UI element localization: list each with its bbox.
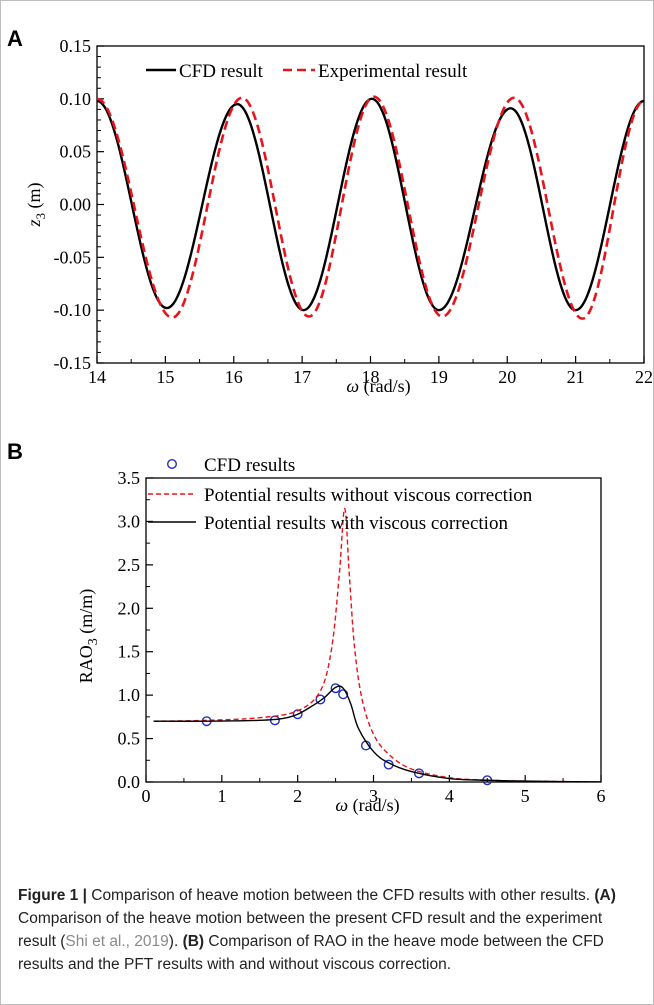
chart-a-xtick-label: 15 — [156, 367, 174, 387]
chart-b-ytick-label: 3.5 — [118, 468, 141, 488]
chart-a-xtick-label: 22 — [635, 367, 653, 387]
chart-a-xtick-label: 21 — [567, 367, 585, 387]
chart-a-xtick-label: 20 — [498, 367, 516, 387]
panel-label-a: A — [7, 26, 23, 51]
chart-b-cfd-point — [292, 709, 303, 720]
caption-text-4: Comparison of RAO in the heave mode betw… — [18, 933, 604, 973]
chart-a-ytick-label: 0.00 — [60, 195, 92, 215]
chart-b-ylabel: RAO3 (m/m) — [76, 589, 101, 684]
chart-a-legend-label-cfd: CFD result — [179, 61, 264, 82]
caption-figure-label: Figure 1 | — [18, 887, 87, 904]
chart-b-legend-label-without-viscous: Potential results without viscous correc… — [204, 485, 533, 506]
chart-b-xtick-label: 4 — [445, 786, 454, 806]
charts-canvas: 14 15 16 17 18 19 20 21 22-0.15-0.10-0.050.000.0… — [24, 36, 653, 816]
chart-a-series-cfd-line — [97, 97, 644, 312]
chart-a-series-experimental-line — [97, 95, 644, 320]
chart-a-ytick-label: -0.15 — [54, 353, 92, 373]
chart-b-xlabel: ω (rad/s) — [335, 795, 399, 816]
caption-text-3: ). — [168, 933, 183, 950]
panel-label-b: B — [7, 439, 23, 464]
chart-b-cfd-point — [414, 768, 425, 779]
chart-b-xtick-label: 1 — [217, 786, 226, 806]
chart-b-series-potential-with-viscous-line — [153, 685, 601, 782]
caption-text-1: Comparison of heave motion between the C… — [86, 887, 595, 904]
chart-b-legend-label-with-viscous: Potential results with viscous correctio… — [204, 513, 508, 534]
caption-part-a: (A) — [594, 887, 616, 904]
chart-a-ytick-label: 0.15 — [60, 36, 92, 56]
caption-text-2: Comparison of the heave motion between t… — [18, 910, 603, 950]
figure-caption: Figure 1 | Comparison of heave motion be… — [18, 884, 638, 976]
chart-a-xtick-label: 14 — [88, 367, 106, 387]
chart-b-xtick-label: 5 — [521, 786, 530, 806]
chart-a-xlabel: ω (rad/s) — [346, 376, 410, 397]
chart-b-legend-swatch-cfd — [166, 459, 177, 470]
chart-a-ytick-label: 0.10 — [60, 89, 92, 109]
chart-b-ytick-label: 1.0 — [118, 685, 141, 705]
chart-a-ytick-label: 0.05 — [60, 142, 92, 162]
chart-b-xtick-label: 6 — [597, 786, 606, 806]
chart-b-ytick-label: 0.0 — [118, 772, 141, 792]
chart-a-ylabel: z3 (m) — [24, 182, 48, 227]
chart-b-xtick-label: 3 — [369, 786, 378, 806]
chart-a-xtick-label: 19 — [430, 367, 448, 387]
chart-b-cfd-point — [330, 683, 341, 694]
chart-b-ytick-label: 2.5 — [118, 555, 141, 575]
chart-b-xtick-label: 0 — [142, 786, 151, 806]
chart-b-ytick-label: 3.0 — [118, 511, 141, 531]
chart-a-xtick-label: 18 — [362, 367, 380, 387]
caption-part-b: (B) — [182, 933, 205, 950]
chart-b-series-potential-without-viscous-line — [153, 507, 601, 782]
chart-b-xtick-label: 2 — [293, 786, 302, 806]
chart-a-xtick-label: 17 — [293, 367, 311, 387]
chart-a-plot-frame — [96, 45, 645, 364]
chart-b-ytick-label: 1.5 — [118, 642, 141, 662]
chart-a-ytick-label: -0.10 — [54, 300, 92, 320]
chart-b-ytick-label: 2.0 — [118, 598, 141, 618]
chart-b-legend-label-cfd: CFD results — [204, 455, 295, 476]
chart-b-cfd-point — [315, 694, 326, 705]
chart-b-ytick-label: 0.5 — [118, 729, 141, 749]
chart-a-ytick-label: -0.05 — [54, 247, 92, 267]
chart-a-legend-label-experimental: Experimental result — [318, 61, 468, 82]
chart-a-xtick-label: 16 — [225, 367, 243, 387]
caption-citation-link[interactable]: Shi et al., 2019 — [65, 933, 169, 950]
